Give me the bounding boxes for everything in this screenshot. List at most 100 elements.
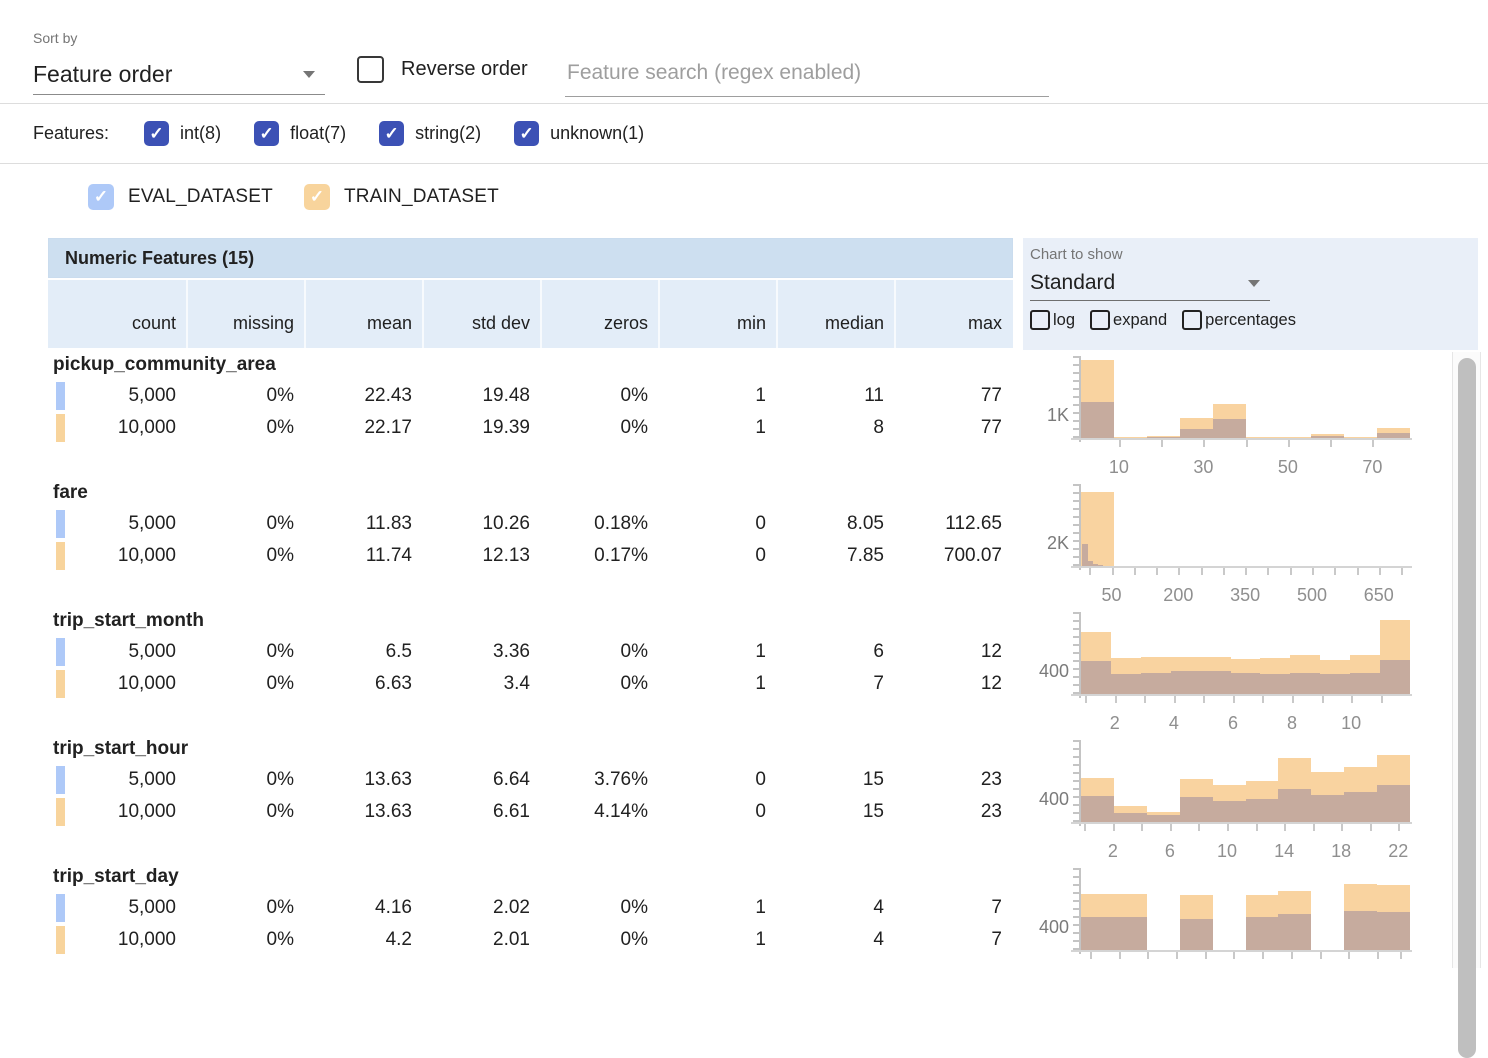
dataset-marker [56, 926, 65, 954]
y-axis-label: 1K [1023, 405, 1069, 426]
chart-type-select[interactable]: Standard [1030, 266, 1270, 301]
eval-overlap-bar [1081, 661, 1111, 694]
x-axis-tick [1322, 696, 1324, 703]
feature-type-label: string(2) [415, 123, 481, 144]
stat-cell: 0% [186, 673, 304, 695]
feature-type-checkbox[interactable]: ✓ [379, 121, 404, 146]
chart-option: log [1030, 310, 1075, 330]
x-axis-tick [1284, 824, 1286, 831]
x-axis-tick [1398, 824, 1400, 831]
stat-cell: 0 [658, 545, 776, 567]
feature-type-checkbox[interactable]: ✓ [514, 121, 539, 146]
dataset-marker [56, 414, 65, 442]
stat-cell: 7 [894, 897, 1012, 919]
feature-type-filter-item: ✓ string(2) [379, 121, 481, 146]
chart-option: expand [1090, 310, 1167, 330]
stat-cell: 5,000 [48, 385, 186, 407]
x-axis-tick [1401, 568, 1403, 575]
log-checkbox[interactable] [1030, 310, 1050, 330]
vertical-scrollbar-track[interactable] [1452, 352, 1481, 968]
x-axis-tick [1119, 952, 1121, 959]
numeric-features-header: Numeric Features (15) [48, 238, 1013, 278]
x-axis-tick [1262, 952, 1264, 959]
stat-cell: 0 [658, 769, 776, 791]
feature-type-filter-item: ✓ unknown(1) [514, 121, 644, 146]
stat-cell: 1 [658, 673, 776, 695]
x-axis-tick [1351, 696, 1353, 703]
x-axis-tick [1381, 696, 1383, 703]
column-header: missing [186, 280, 304, 348]
x-axis-tick [1113, 824, 1115, 831]
vertical-scrollbar-thumb[interactable] [1458, 358, 1476, 1058]
eval-overlap-layer [1081, 616, 1410, 694]
dataset-checkbox[interactable]: ✓ [88, 184, 114, 210]
chevron-down-icon [1248, 280, 1260, 287]
dataset-marker [56, 670, 65, 698]
eval-overlap-bar [1081, 402, 1114, 438]
stat-cell: 12 [894, 673, 1012, 695]
stat-cell: 0 [658, 513, 776, 535]
column-header: max [894, 280, 1012, 348]
x-axis-tick [1205, 952, 1207, 959]
x-axis-tick [1201, 568, 1203, 575]
stat-cell: 0% [186, 769, 304, 791]
stat-cell: 1 [658, 929, 776, 951]
stat-cell: 1 [658, 417, 776, 439]
dataset-checkbox[interactable]: ✓ [304, 184, 330, 210]
stat-cell: 19.48 [422, 385, 540, 407]
x-axis [1071, 438, 1412, 440]
feature-type-label: unknown(1) [550, 123, 644, 144]
x-tick-label: 6 [1165, 841, 1175, 862]
eval-overlap-bar [1350, 673, 1380, 694]
reverse-order-checkbox[interactable] [357, 56, 384, 83]
eval-overlap-bar [1246, 799, 1279, 822]
eval-overlap-layer [1081, 360, 1410, 438]
chart-option-label: expand [1113, 311, 1167, 330]
stat-cell: 112.65 [894, 513, 1012, 535]
x-axis-tick [1178, 568, 1180, 575]
x-tick-label: 200 [1163, 585, 1193, 606]
eval-overlap-bar [1278, 789, 1311, 822]
x-axis-tick [1203, 440, 1205, 447]
expand-checkbox[interactable] [1090, 310, 1110, 330]
feature-type-checkbox[interactable]: ✓ [254, 121, 279, 146]
stat-cell: 11 [776, 385, 894, 407]
stat-cell: 2.02 [422, 897, 540, 919]
feature-type-filter: Features: ✓int(8)✓float(7)✓string(2)✓unk… [0, 104, 1488, 164]
column-header: zeros [540, 280, 658, 348]
eval-overlap-bar [1377, 912, 1410, 950]
feature-type-label: int(8) [180, 123, 221, 144]
x-axis-tick [1245, 568, 1247, 575]
x-axis-tick [1246, 440, 1248, 447]
stat-cell: 4.16 [304, 897, 422, 919]
feature-type-label: float(7) [290, 123, 346, 144]
dataset-legend-item: ✓TRAIN_DATASET [304, 184, 499, 210]
x-tick-label: 350 [1230, 585, 1260, 606]
x-tick-label: 500 [1297, 585, 1327, 606]
x-axis-tick [1256, 824, 1258, 831]
stat-cell: 15 [776, 769, 894, 791]
feature-name: trip_start_hour [48, 734, 1013, 764]
percentages-checkbox[interactable] [1182, 310, 1202, 330]
column-header: count [48, 313, 186, 348]
sort-by-select[interactable]: Feature order [33, 54, 325, 95]
reverse-order-control: Reverse order [357, 56, 528, 83]
feature-name: trip_start_day [48, 862, 1013, 892]
feature-search-input[interactable] [565, 50, 1049, 97]
x-axis-tick [1085, 696, 1087, 703]
stat-cell: 7 [776, 673, 894, 695]
feature-type-checkbox[interactable]: ✓ [144, 121, 169, 146]
eval-overlap-bar [1141, 673, 1171, 694]
facets-overview: Sort by Feature order Reverse order Feat… [0, 0, 1488, 968]
y-axis-label: 400 [1023, 661, 1069, 682]
eval-overlap-bar [1213, 801, 1246, 822]
x-axis-tick [1223, 568, 1225, 575]
stat-cell: 22.17 [304, 417, 422, 439]
